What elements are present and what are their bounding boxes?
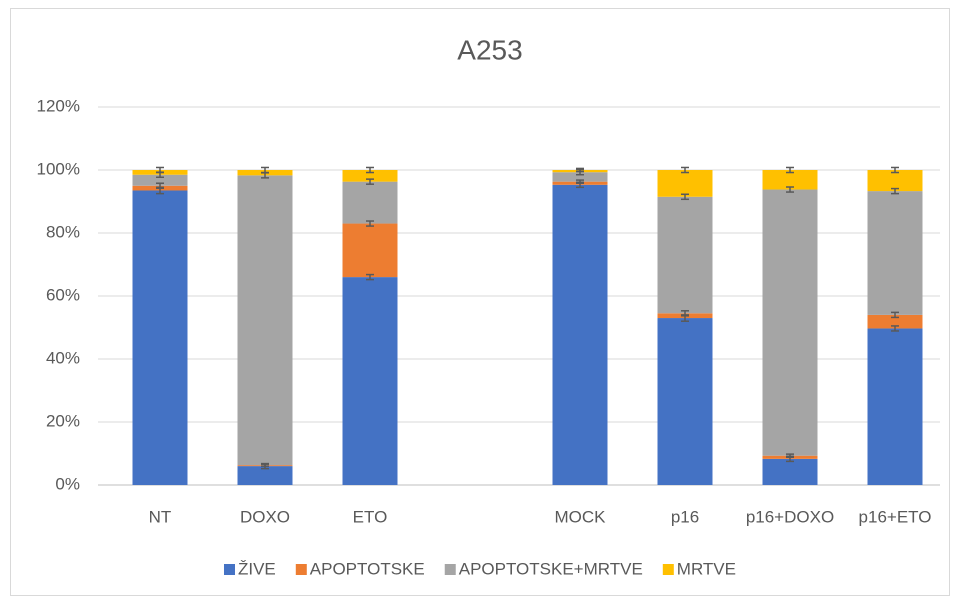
error-bar <box>891 166 899 174</box>
error-bar <box>576 179 584 184</box>
bar-segment <box>762 458 818 485</box>
bar-segment <box>552 184 608 485</box>
bar-segment <box>132 190 188 485</box>
error-bar <box>891 187 899 195</box>
error-bar <box>891 311 899 319</box>
error-bar <box>681 310 689 317</box>
bar-segment <box>867 170 923 192</box>
bar-segment <box>552 172 608 182</box>
bar-segment <box>342 181 398 224</box>
legend-swatch <box>662 564 674 575</box>
bar-segment <box>237 175 293 466</box>
bar-segment <box>342 277 398 485</box>
x-tick-label: NT <box>149 507 172 526</box>
error-bar <box>366 273 374 281</box>
x-tick-label: p16+ETO <box>859 507 932 526</box>
bar-segment <box>867 314 923 329</box>
error-bar <box>261 166 269 174</box>
bar-segment <box>132 174 188 186</box>
bar-segment <box>762 189 818 456</box>
y-tick-label: 20% <box>46 411 80 430</box>
error-bar <box>681 193 689 201</box>
y-tick-label: 80% <box>46 222 80 241</box>
bar-segment <box>657 170 713 197</box>
x-tick-label: DOXO <box>240 507 290 526</box>
y-tick-label: 0% <box>55 474 80 493</box>
error-bar <box>786 186 794 193</box>
error-bar <box>576 167 584 173</box>
error-bar <box>786 453 794 459</box>
legend-label: ŽIVE <box>238 559 276 578</box>
legend-label: MRTVE <box>677 559 736 578</box>
error-bar <box>366 178 374 185</box>
x-tick-label: ETO <box>353 507 388 526</box>
bar-segment <box>342 170 398 182</box>
error-bar <box>261 463 269 467</box>
bar-segment <box>867 328 923 485</box>
y-tick-label: 60% <box>46 285 80 304</box>
x-tick-label: MOCK <box>555 507 607 526</box>
legend-swatch <box>444 564 456 575</box>
legend-swatch <box>223 564 235 575</box>
bar-segment <box>867 191 923 315</box>
error-bar <box>156 182 164 190</box>
error-bar <box>156 166 164 174</box>
bar-segment <box>762 170 818 190</box>
y-tick-label: 120% <box>37 96 80 115</box>
y-tick-label: 40% <box>46 348 80 367</box>
chart-title: A253 <box>457 34 522 65</box>
legend-label: APOPTOTSKE+MRTVE <box>459 559 643 578</box>
error-bar <box>786 166 794 174</box>
legend-label: APOPTOTSKE <box>310 559 425 578</box>
bar-segment <box>657 318 713 485</box>
y-tick-label: 100% <box>37 159 80 178</box>
legend-swatch <box>295 564 307 575</box>
bar-segment <box>237 466 293 485</box>
bar-segment <box>657 196 713 314</box>
error-bar <box>366 220 374 227</box>
error-bar <box>891 325 899 332</box>
bar-segment <box>342 223 398 278</box>
error-bar <box>681 166 689 174</box>
error-bar <box>366 166 374 174</box>
x-tick-label: p16 <box>671 507 699 526</box>
x-tick-label: p16+DOXO <box>746 507 834 526</box>
